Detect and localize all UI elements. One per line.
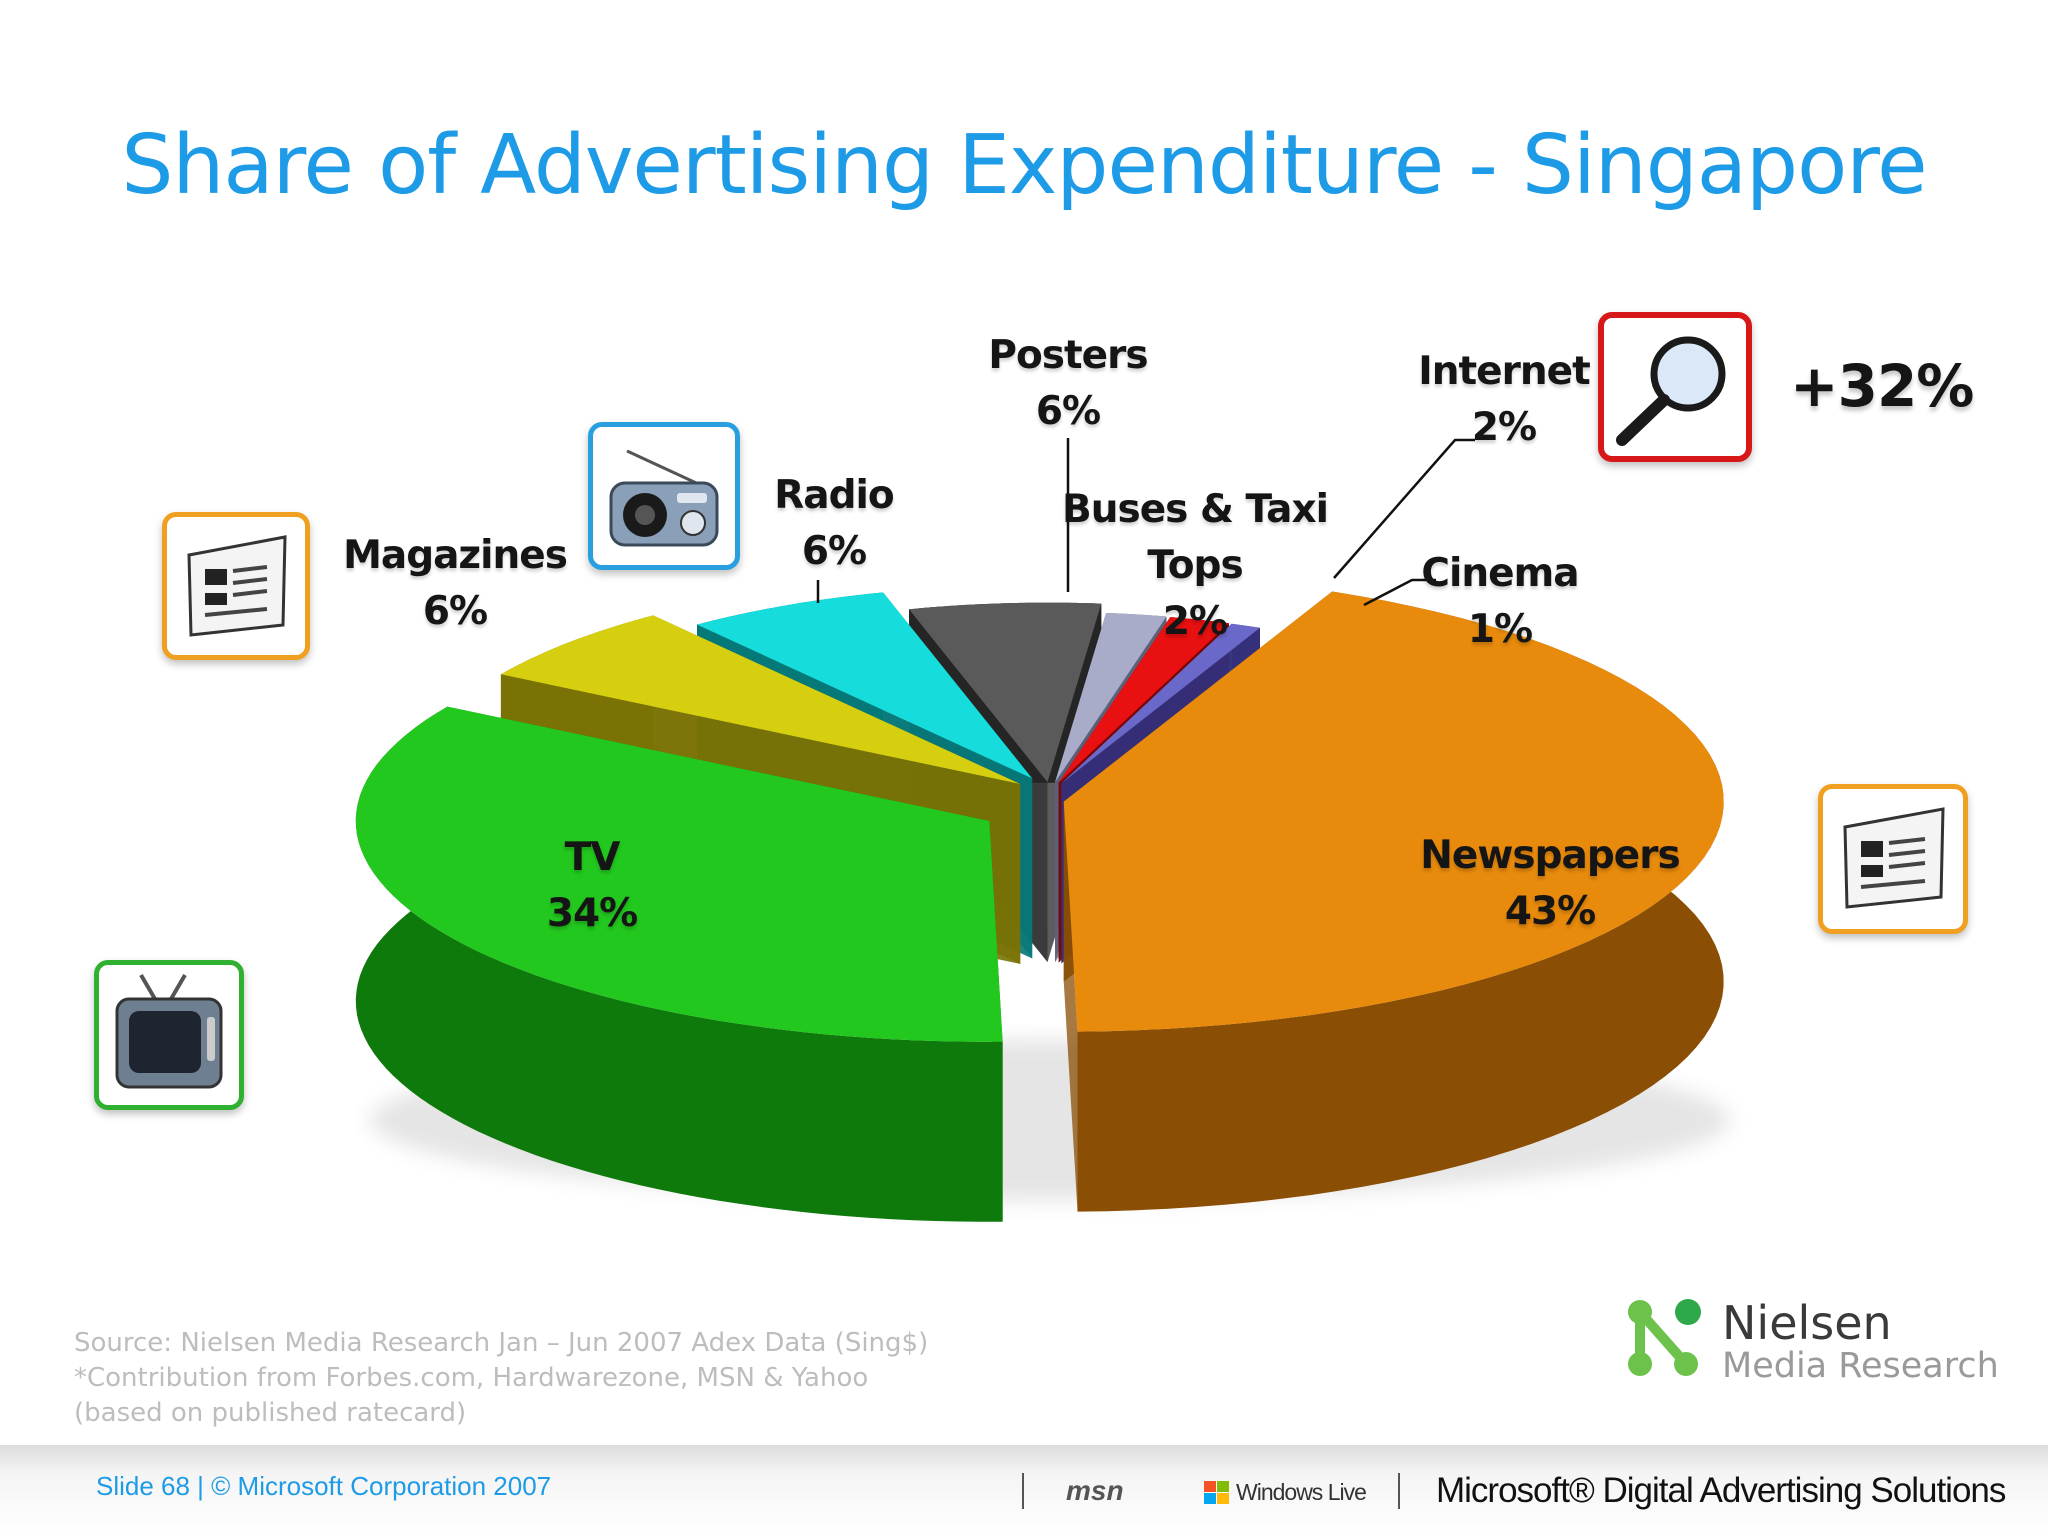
- radio-icon: [588, 422, 740, 570]
- label-radio-value: 6%: [801, 529, 867, 574]
- pie-slice-top-magazines: [500, 615, 1021, 784]
- pie-slice-top-posters: [909, 602, 1102, 783]
- slide-number: Slide 68 | © Microsoft Corporation 2007: [96, 1471, 552, 1501]
- label-buses-taxi: Buses & Taxi Tops 2%: [1010, 482, 1380, 650]
- pie-slice-top-buses-and-taxi-tops: [1055, 613, 1167, 783]
- label-radio: Radio 6%: [734, 468, 934, 580]
- nielsen-mark-icon: [1628, 1299, 1701, 1376]
- label-magazines: Magazines 6%: [340, 528, 570, 640]
- label-cinema: Cinema 1%: [1410, 546, 1590, 658]
- label-posters-name: Posters: [988, 333, 1148, 378]
- pie-slice-tv: [355, 706, 1003, 1222]
- newspaper-icon: [162, 512, 310, 660]
- label-newspapers-name: Newspapers: [1420, 833, 1680, 878]
- pie-slice-top-tv: [355, 706, 1003, 1042]
- leader-line-cinema: [1363, 578, 1436, 607]
- msn-logo: msn: [1066, 1475, 1124, 1506]
- label-buses-taxi-name: Buses & Taxi Tops: [1062, 487, 1329, 588]
- label-internet-name: Internet: [1418, 349, 1590, 394]
- pie-slice-top-internet: [1058, 617, 1229, 783]
- pie-slice-top-newspapers: [1063, 591, 1724, 1032]
- label-radio-name: Radio: [774, 473, 894, 518]
- label-internet: Internet 2%: [1400, 344, 1608, 456]
- label-magazines-value: 6%: [422, 589, 488, 634]
- label-posters-value: 6%: [1035, 389, 1101, 434]
- label-newspapers: Newspapers 43%: [1400, 828, 1700, 940]
- newspaper-icon: [1818, 784, 1968, 934]
- pie-slice-top-cinema: [1061, 623, 1260, 784]
- pie-slice-face-newspapers: [1063, 801, 1078, 1212]
- magnifier-icon: [1598, 312, 1752, 462]
- pie-slice-top-radio: [697, 592, 1033, 779]
- label-cinema-value: 1%: [1467, 607, 1533, 652]
- windows-live-logo: Windows Live: [1236, 1479, 1367, 1505]
- tv-icon: [94, 960, 244, 1110]
- label-internet-value: 2%: [1471, 405, 1537, 450]
- label-newspapers-value: 43%: [1504, 889, 1596, 934]
- label-magazines-name: Magazines: [343, 533, 568, 578]
- microsoft-das-brand: Microsoft® Digital Advertising Solutions: [1436, 1471, 2006, 1510]
- label-cinema-name: Cinema: [1421, 551, 1579, 596]
- pie-slice-newspapers: [1063, 591, 1724, 1212]
- pie-chart: [355, 438, 1730, 1222]
- source-line-2: *Contribution from Forbes.com, Hardwarez…: [74, 1363, 869, 1393]
- source-line-3: (based on published ratecard): [74, 1398, 467, 1428]
- label-tv-value: 34%: [546, 891, 638, 936]
- source-line-1: Source: Nielsen Media Research Jan – Jun…: [74, 1328, 929, 1358]
- nielsen-subtitle: Media Research: [1722, 1346, 1999, 1386]
- internet-growth-callout: +32%: [1790, 352, 1974, 420]
- footer-divider: [1022, 1473, 1024, 1509]
- label-posters: Posters 6%: [968, 328, 1168, 440]
- footer-divider: [1398, 1473, 1400, 1509]
- label-tv-name: TV: [564, 835, 621, 880]
- label-buses-taxi-value: 2%: [1162, 599, 1228, 644]
- label-tv: TV 34%: [492, 830, 692, 942]
- leader-line-internet: [1333, 438, 1475, 579]
- footer: Slide 68 | © Microsoft Corporation 2007 …: [0, 1445, 2048, 1536]
- nielsen-name: Nielsen: [1722, 1296, 1892, 1350]
- windows-flag-icon: [1204, 1481, 1230, 1505]
- pie-slice-side-tv: [355, 706, 1003, 1222]
- chart-title: Share of Advertising Expenditure - Singa…: [121, 118, 1927, 213]
- source-note: Source: Nielsen Media Research Jan – Jun…: [74, 1326, 928, 1431]
